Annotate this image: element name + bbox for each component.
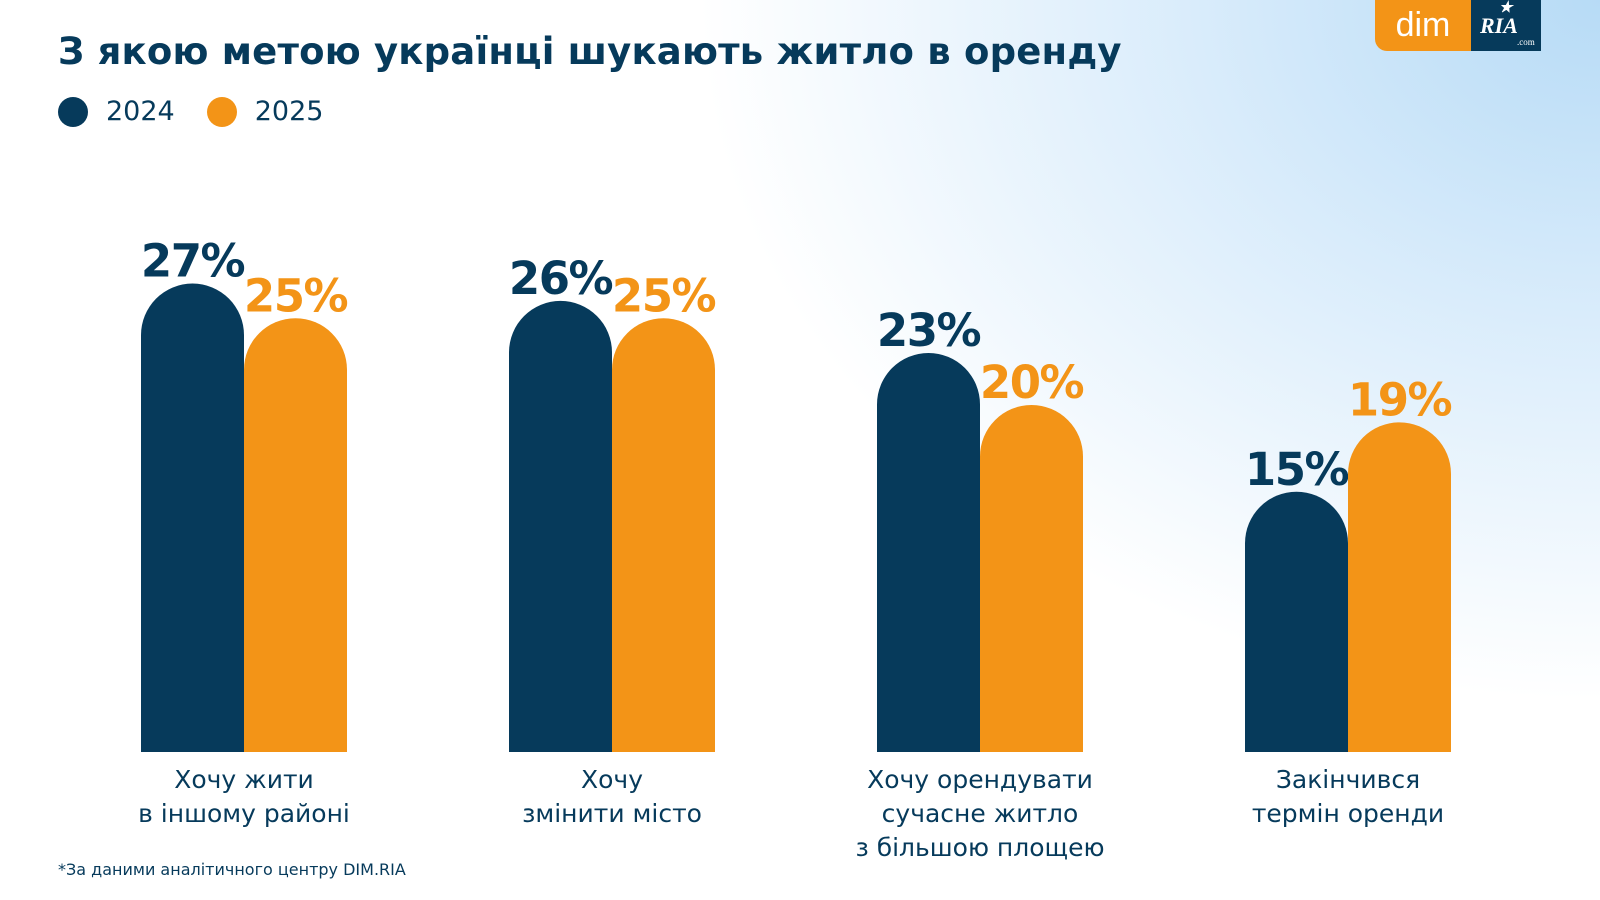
value-label-2024-1: 27%: [141, 235, 245, 288]
bar-2025-4: [1348, 422, 1451, 752]
value-label-2025-4: 19%: [1348, 373, 1452, 426]
category-label-2-line-2: змінити місто: [522, 799, 702, 828]
legend-swatch-2025: [206, 96, 237, 127]
chart-title: З якою метою українці шукають житло в ор…: [58, 30, 1122, 73]
logo-ria-text: RIA: [1480, 13, 1518, 38]
category-label-3-line-3: з більшою площею: [855, 833, 1104, 862]
category-label-3-line-1: Хочу орендувати: [867, 765, 1093, 794]
bar-2024-4: [1245, 491, 1348, 752]
logo-ria: ★ RIA .com: [1471, 0, 1541, 51]
legend-label-2025: 2025: [254, 96, 324, 127]
logo-dim: dim: [1375, 0, 1471, 51]
category-label-4-line-1: Закінчився: [1276, 765, 1420, 794]
bar-2024-1: [141, 283, 244, 752]
bar-2025-1: [244, 318, 347, 752]
value-label-2024-3: 23%: [877, 304, 981, 357]
bar-2024-2: [509, 300, 612, 752]
legend-swatch-2024: [58, 96, 88, 127]
logo-ria-com: .com: [1517, 37, 1535, 47]
star-icon: ★: [1499, 0, 1513, 16]
value-label-2024-4: 15%: [1245, 443, 1349, 496]
dim-ria-logo[interactable]: dim ★ RIA .com: [1375, 0, 1541, 51]
value-label-2024-2: 26%: [509, 252, 613, 305]
footnote: *За даними аналітичного центру DIM.RIA: [58, 860, 406, 879]
bar-2024-3: [877, 352, 980, 752]
category-label-3-line-2: сучасне житло: [882, 799, 1079, 828]
legend-label-2024: 2024: [106, 96, 175, 127]
legend: 2024 2025: [58, 96, 355, 127]
value-label-2025-3: 20%: [980, 356, 1084, 409]
legend-item-2024: 2024: [58, 96, 175, 127]
category-label-1-line-2: в іншому районі: [138, 799, 350, 828]
category-label-4-line-2: термін оренди: [1252, 799, 1444, 828]
value-label-2025-2: 25%: [612, 269, 716, 322]
category-label-1-line-1: Хочу жити: [174, 765, 314, 794]
value-label-2025-1: 25%: [244, 269, 348, 322]
bar-2025-2: [612, 318, 715, 752]
bar-2025-3: [980, 405, 1083, 752]
category-label-2-line-1: Хочу: [581, 765, 643, 794]
legend-item-2025: 2025: [206, 96, 324, 127]
